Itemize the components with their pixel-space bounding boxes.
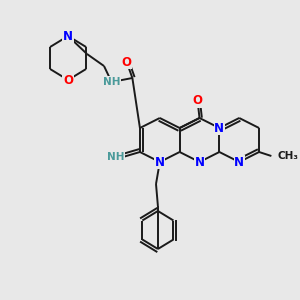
- Text: NH: NH: [106, 152, 124, 162]
- Text: N: N: [194, 155, 205, 169]
- Text: NH: NH: [103, 77, 120, 87]
- Text: N: N: [63, 29, 73, 43]
- Text: N: N: [155, 155, 165, 169]
- Text: O: O: [122, 56, 132, 68]
- Text: O: O: [63, 74, 73, 86]
- Text: CH₃: CH₃: [278, 151, 299, 161]
- Text: N: N: [234, 155, 244, 169]
- Text: N: N: [214, 122, 224, 134]
- Text: O: O: [193, 94, 202, 107]
